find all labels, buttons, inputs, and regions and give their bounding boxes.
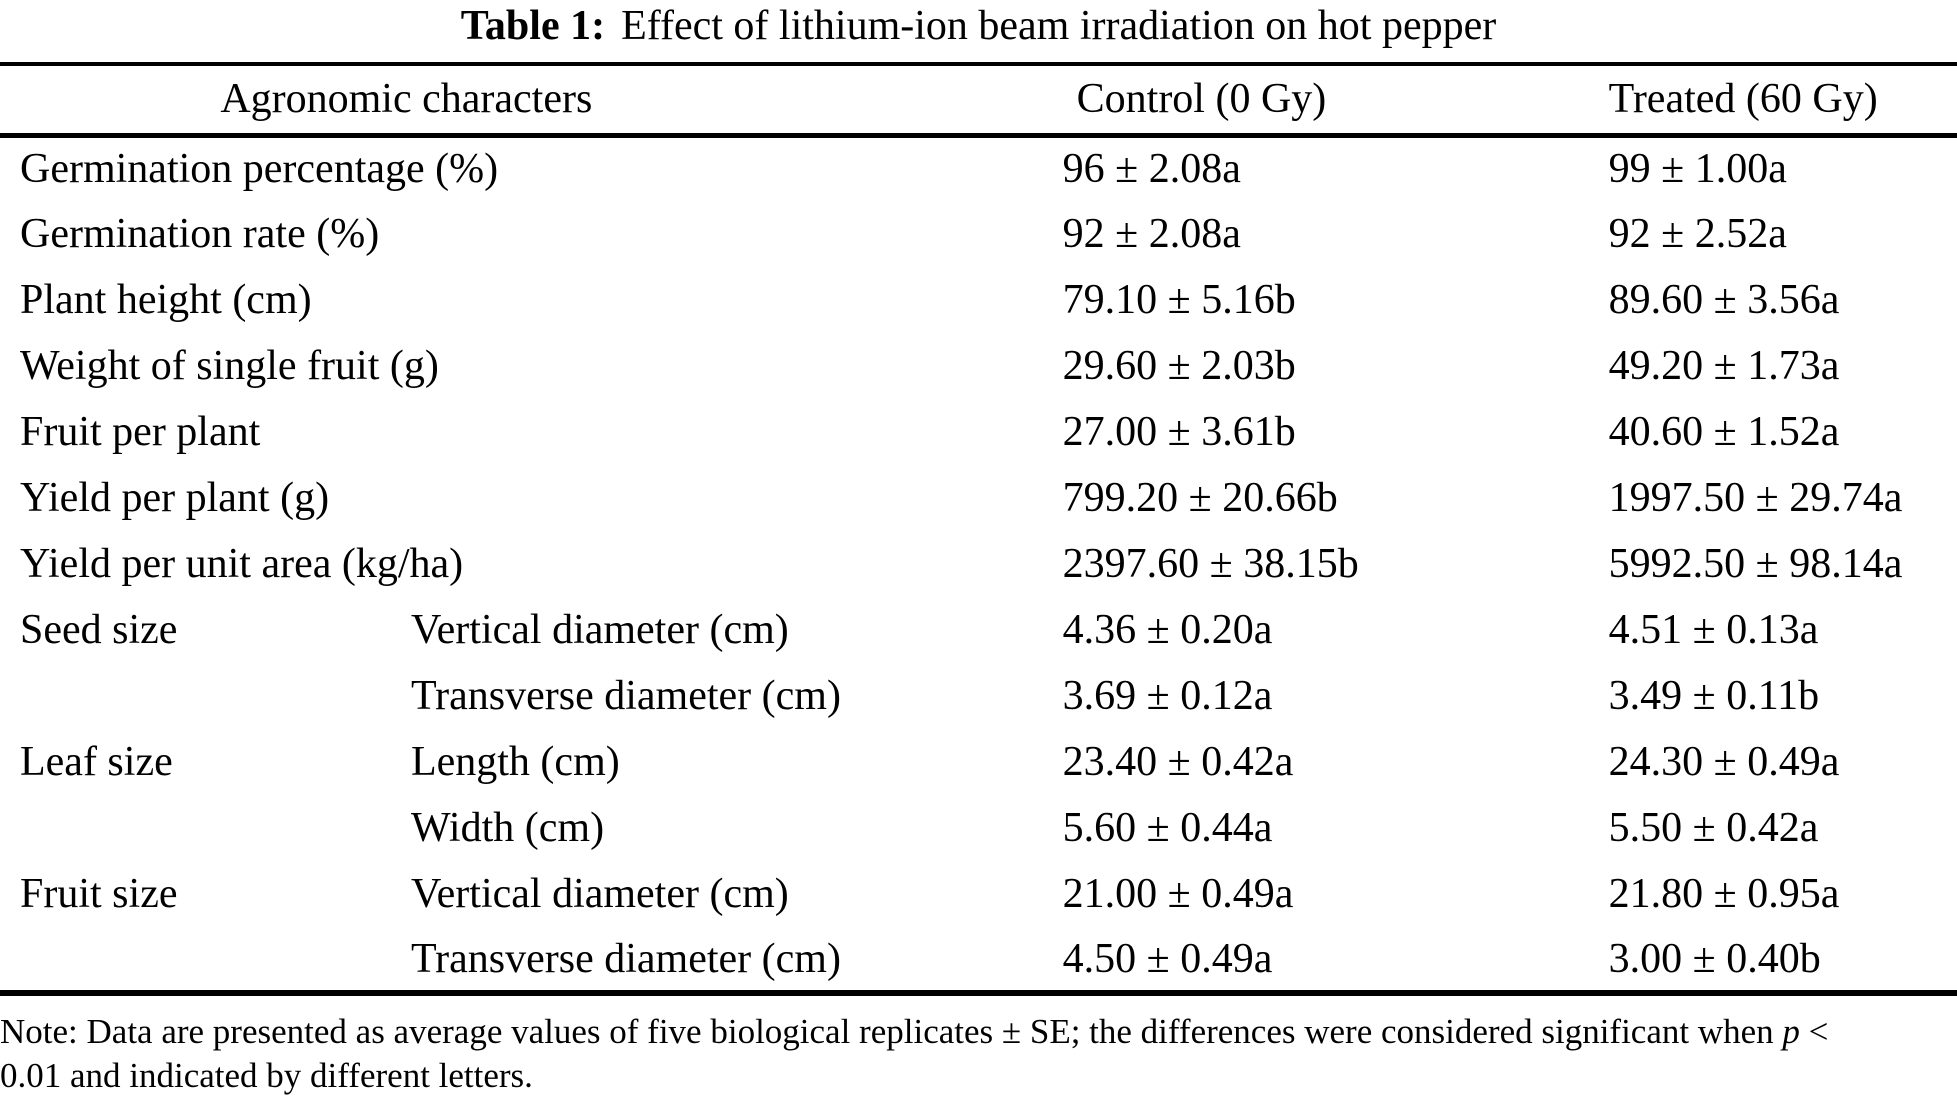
treated-value: 4.51 ± 0.13a	[1608, 607, 1819, 653]
table-row-seed-size-vertical: Seed size Vertical diameter (cm) 4.36 ± …	[0, 597, 1957, 663]
treated-value: 3.49 ± 0.11b	[1608, 673, 1820, 719]
table-note: Note: Data are presented as average valu…	[0, 1010, 1957, 1098]
row-trait-label: Length (cm)	[410, 739, 620, 785]
table-note-line-1: Note: Data are presented as average valu…	[0, 1010, 1957, 1054]
row-trait-label: Width (cm)	[410, 805, 605, 851]
treated-value: 5.50 ± 0.42a	[1608, 805, 1819, 851]
p-value-symbol: p	[1782, 1012, 1800, 1051]
row-label: Plant height (cm)	[20, 277, 312, 323]
control-value: 29.60 ± 2.03b	[1062, 343, 1296, 389]
row-group-label: Fruit size	[20, 871, 178, 917]
treated-value: 89.60 ± 3.56a	[1608, 277, 1840, 323]
row-label: Fruit per plant	[20, 409, 261, 455]
control-value: 23.40 ± 0.42a	[1062, 739, 1294, 785]
treated-value: 49.20 ± 1.73a	[1608, 343, 1840, 389]
row-trait-label: Vertical diameter (cm)	[410, 607, 789, 653]
table-caption: Table 1: Effect of lithium-ion beam irra…	[0, 0, 1957, 62]
row-group-label	[0, 663, 411, 729]
treated-value: 24.30 ± 0.49a	[1608, 739, 1840, 785]
table-caption-label: Table 1:	[460, 3, 606, 49]
note-text-line-2: 0.01 and indicated by different letters.	[0, 1056, 533, 1095]
table-row-yield-per-unit-area: Yield per unit area (kg/ha) 2397.60 ± 38…	[0, 531, 1957, 597]
note-text-before-p: Note: Data are presented as average valu…	[0, 1012, 1783, 1051]
row-group-label: Seed size	[20, 607, 178, 653]
data-table: Agronomic characters Control (0 Gy) Trea…	[0, 62, 1957, 996]
table-row-leaf-size-width: Width (cm) 5.60 ± 0.44a 5.50 ± 0.42a	[0, 795, 1957, 861]
column-header-control: Control (0 Gy)	[1076, 76, 1327, 123]
table-row-leaf-size-length: Leaf size Length (cm) 23.40 ± 0.42a 24.3…	[0, 729, 1957, 795]
row-group-label	[0, 927, 411, 993]
row-label: Yield per plant (g)	[20, 475, 330, 521]
treated-value: 21.80 ± 0.95a	[1608, 871, 1840, 917]
treated-value: 1997.50 ± 29.74a	[1608, 475, 1903, 521]
table-caption-text: Effect of lithium-ion beam irradiation o…	[621, 3, 1497, 49]
control-value: 27.00 ± 3.61b	[1062, 409, 1296, 455]
table-row-fruit-size-vertical: Fruit size Vertical diameter (cm) 21.00 …	[0, 861, 1957, 927]
control-value: 4.36 ± 0.20a	[1062, 607, 1273, 653]
row-group-label	[0, 795, 411, 861]
treated-value: 3.00 ± 0.40b	[1608, 935, 1821, 982]
row-trait-label: Transverse diameter (cm)	[410, 673, 841, 719]
treated-value: 99 ± 1.00a	[1608, 146, 1787, 193]
table-row-germination-rate: Germination rate (%) 92 ± 2.08a 92 ± 2.5…	[0, 201, 1957, 267]
control-value: 5.60 ± 0.44a	[1062, 805, 1273, 851]
control-value: 4.50 ± 0.49a	[1062, 935, 1273, 982]
table-row-seed-size-transverse: Transverse diameter (cm) 3.69 ± 0.12a 3.…	[0, 663, 1957, 729]
row-trait-label: Transverse diameter (cm)	[410, 935, 841, 982]
control-value: 92 ± 2.08a	[1062, 211, 1241, 257]
row-label: Germination percentage (%)	[20, 146, 499, 193]
treated-value: 40.60 ± 1.52a	[1608, 409, 1840, 455]
column-header-treated: Treated (60 Gy)	[1608, 76, 1878, 123]
column-header-agronomic-characters: Agronomic characters	[220, 76, 593, 123]
table-note-line-2: 0.01 and indicated by different letters.	[0, 1054, 1957, 1098]
control-value: 799.20 ± 20.66b	[1062, 475, 1338, 521]
row-label: Germination rate (%)	[20, 211, 380, 257]
row-label: Weight of single fruit (g)	[20, 343, 439, 389]
control-value: 2397.60 ± 38.15b	[1062, 541, 1359, 587]
control-value: 96 ± 2.08a	[1062, 146, 1241, 193]
note-text-after-p: <	[1799, 1012, 1829, 1051]
table-row-fruit-size-transverse: Transverse diameter (cm) 4.50 ± 0.49a 3.…	[0, 927, 1957, 993]
table-row-germination-percentage: Germination percentage (%) 96 ± 2.08a 99…	[0, 135, 1957, 201]
header-row: Agronomic characters Control (0 Gy) Trea…	[0, 64, 1957, 135]
row-label: Yield per unit area (kg/ha)	[20, 541, 464, 587]
control-value: 21.00 ± 0.49a	[1062, 871, 1294, 917]
table-row-fruit-per-plant: Fruit per plant 27.00 ± 3.61b 40.60 ± 1.…	[0, 399, 1957, 465]
table-row-yield-per-plant: Yield per plant (g) 799.20 ± 20.66b 1997…	[0, 465, 1957, 531]
table-row-plant-height: Plant height (cm) 79.10 ± 5.16b 89.60 ± …	[0, 267, 1957, 333]
control-value: 79.10 ± 5.16b	[1062, 277, 1296, 323]
table-row-weight-single-fruit: Weight of single fruit (g) 29.60 ± 2.03b…	[0, 333, 1957, 399]
treated-value: 5992.50 ± 98.14a	[1608, 541, 1903, 587]
treated-value: 92 ± 2.52a	[1608, 211, 1787, 257]
control-value: 3.69 ± 0.12a	[1062, 673, 1273, 719]
row-trait-label: Vertical diameter (cm)	[410, 871, 789, 917]
row-group-label: Leaf size	[20, 739, 173, 785]
